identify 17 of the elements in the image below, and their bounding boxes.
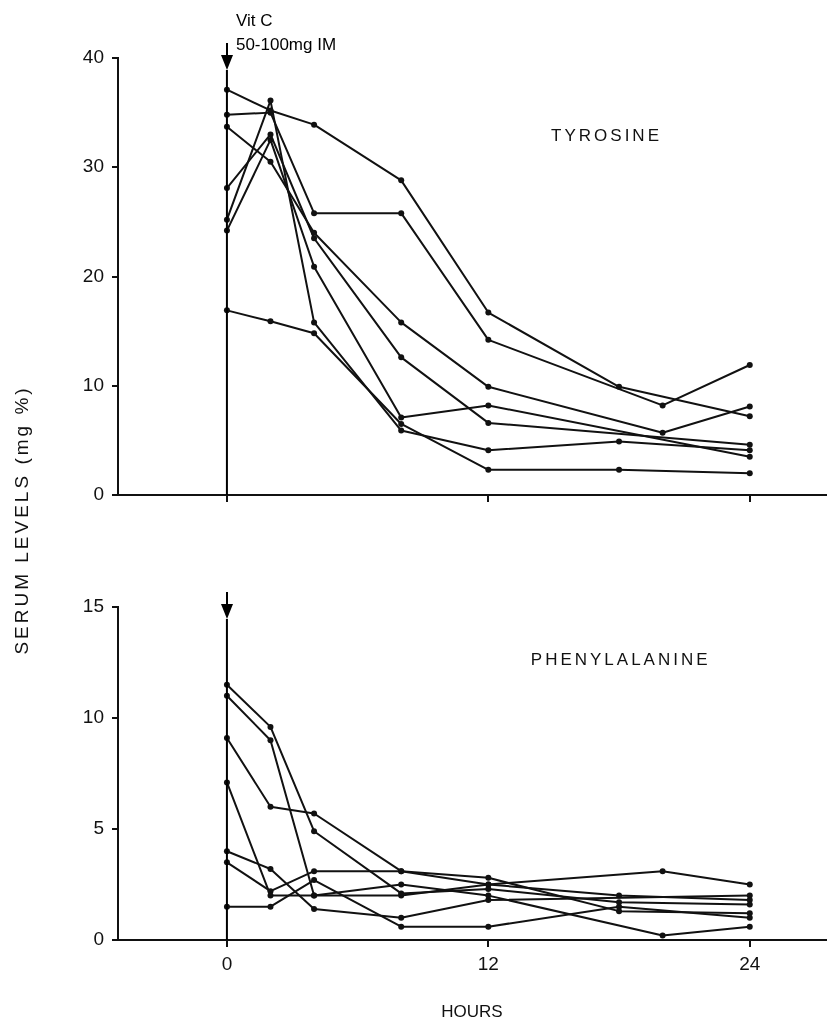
text: PHENYLALANINE (530, 649, 711, 669)
y-tick-label: 30 (82, 155, 104, 177)
y-tick-label: 40 (82, 46, 104, 68)
text: TYROSINE (551, 126, 662, 146)
y-tick-label: 0 (93, 928, 104, 950)
ref-line-label: Vit C 50-100mg IM (235, 11, 337, 54)
y-tick-label: 10 (82, 373, 104, 395)
y-axis-title: SERUM LEVELS (mg %) (11, 385, 33, 655)
y-tick-label: 10 (82, 706, 104, 728)
y-tick-label: 15 (82, 595, 104, 617)
y-tick-label: 20 (82, 264, 104, 286)
x-tick-label: 12 (477, 952, 499, 974)
y-tick-label: 0 (93, 483, 104, 505)
y-tick-label: 5 (93, 817, 104, 839)
x-tick-label: 24 (739, 952, 761, 974)
x-axis-title: HOURS (441, 1002, 503, 1022)
x-tick-label: 0 (221, 952, 233, 974)
